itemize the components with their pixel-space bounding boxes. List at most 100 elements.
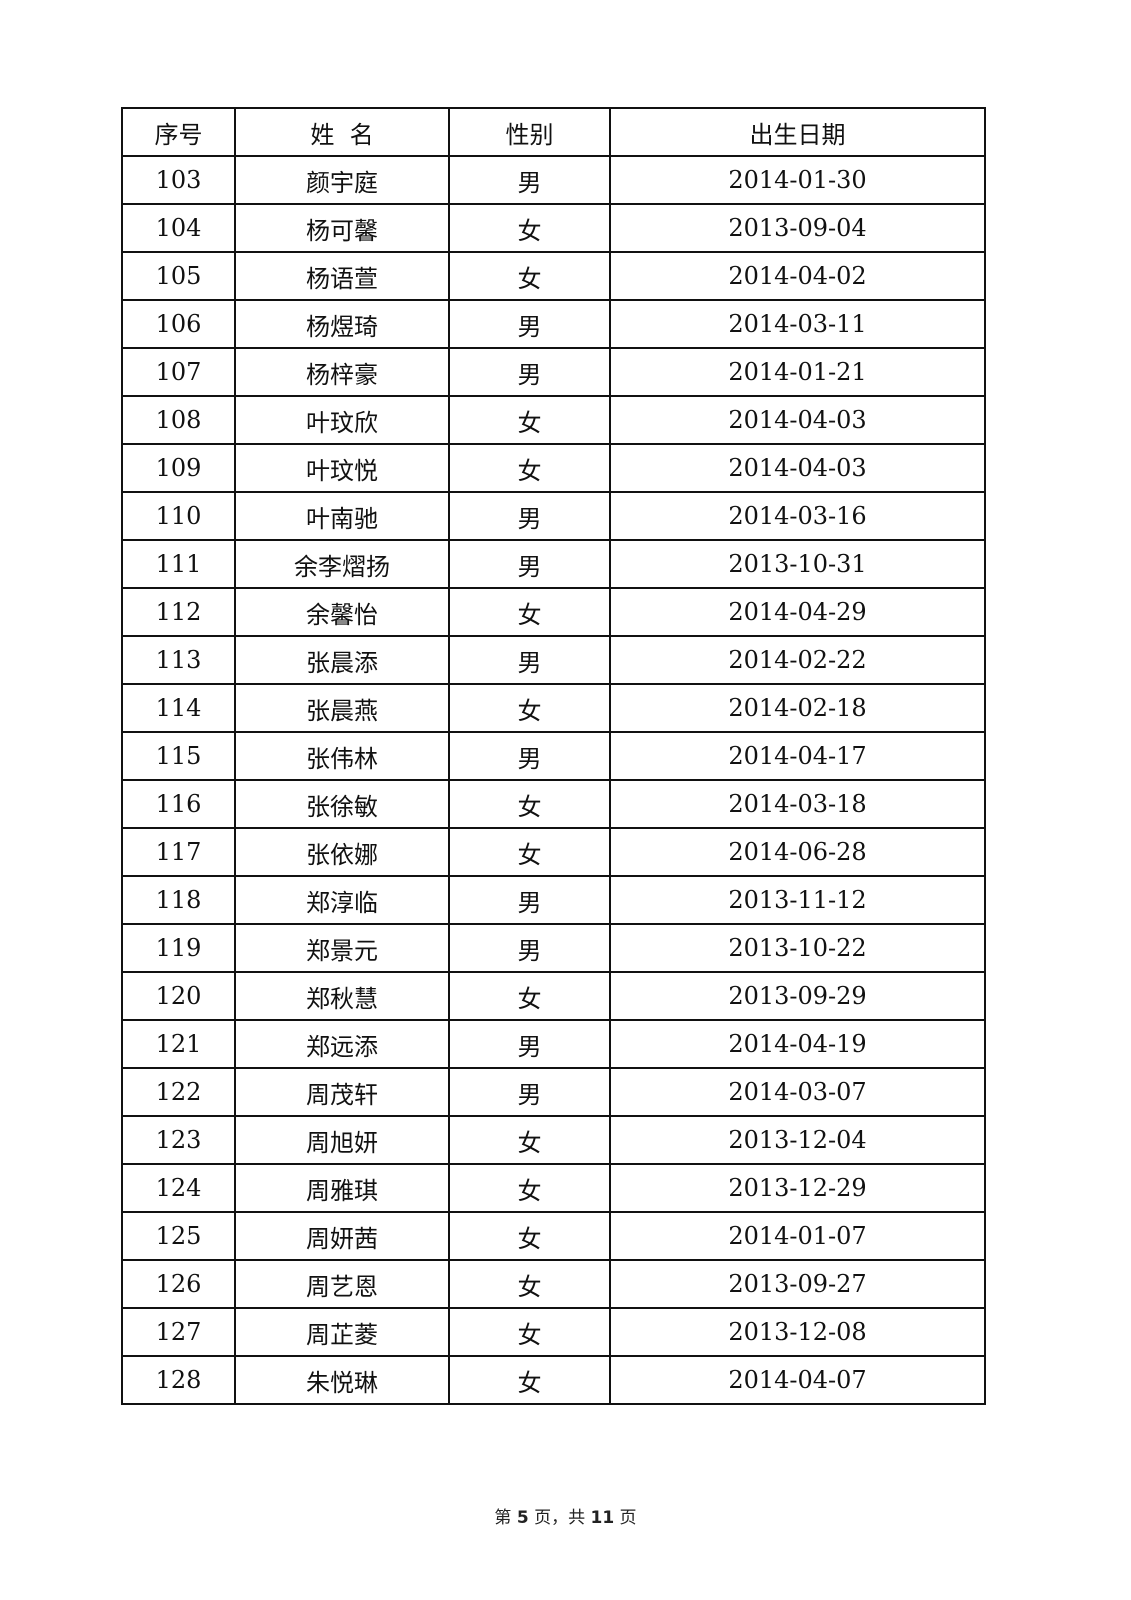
table-row: 127 周芷菱女 2013-12-08 (121, 1307, 986, 1357)
cell-index: 116 (121, 779, 236, 829)
header-name: 姓 名 (234, 107, 450, 157)
table-row: 115 张伟林男 2014-04-17 (121, 731, 986, 781)
cell-index: 117 (121, 827, 236, 877)
cell-gender: 男 (448, 299, 611, 349)
cell-gender: 女 (448, 779, 611, 829)
cell-name: 周艺恩 (234, 1259, 450, 1309)
cell-gender: 女 (448, 1259, 611, 1309)
table-row: 119 郑景元男 2013-10-22 (121, 923, 986, 973)
cell-birthdate: 2013-09-27 (609, 1259, 986, 1309)
cell-name: 张徐敏 (234, 779, 450, 829)
table-row: 103 颜宇庭男 2014-01-30 (121, 155, 986, 205)
cell-index: 108 (121, 395, 236, 445)
cell-gender: 女 (448, 1355, 611, 1405)
cell-index: 128 (121, 1355, 236, 1405)
cell-gender: 女 (448, 1211, 611, 1261)
cell-index: 127 (121, 1307, 236, 1357)
cell-gender: 男 (448, 155, 611, 205)
table-header-row: 序号 姓 名 性别 出生日期 (121, 107, 986, 157)
cell-index: 122 (121, 1067, 236, 1117)
table-row: 112 余馨怡女 2014-04-29 (121, 587, 986, 637)
footer-suffix: 页 (614, 1508, 637, 1528)
cell-birthdate: 2013-12-08 (609, 1307, 986, 1357)
cell-name: 张伟林 (234, 731, 450, 781)
cell-birthdate: 2013-12-29 (609, 1163, 986, 1213)
cell-birthdate: 2014-03-16 (609, 491, 986, 541)
table-row: 109 叶玟悦女 2014-04-03 (121, 443, 986, 493)
cell-index: 107 (121, 347, 236, 397)
table-row: 113 张晨添男 2014-02-22 (121, 635, 986, 685)
table-row: 124 周雅琪女 2013-12-29 (121, 1163, 986, 1213)
table-row: 107 杨梓豪男 2014-01-21 (121, 347, 986, 397)
cell-gender: 男 (448, 347, 611, 397)
cell-index: 111 (121, 539, 236, 589)
cell-birthdate: 2014-02-22 (609, 635, 986, 685)
cell-name: 周雅琪 (234, 1163, 450, 1213)
footer-middle: 页，共 (528, 1508, 591, 1528)
cell-gender: 女 (448, 443, 611, 493)
cell-name: 杨煜琦 (234, 299, 450, 349)
cell-name: 周妍茜 (234, 1211, 450, 1261)
cell-birthdate: 2014-04-07 (609, 1355, 986, 1405)
cell-gender: 女 (448, 395, 611, 445)
cell-birthdate: 2013-11-12 (609, 875, 986, 925)
cell-birthdate: 2014-04-19 (609, 1019, 986, 1069)
cell-name: 周芷菱 (234, 1307, 450, 1357)
cell-birthdate: 2013-10-31 (609, 539, 986, 589)
cell-index: 125 (121, 1211, 236, 1261)
cell-birthdate: 2014-04-02 (609, 251, 986, 301)
cell-gender: 女 (448, 251, 611, 301)
cell-birthdate: 2014-04-03 (609, 395, 986, 445)
cell-name: 杨语萱 (234, 251, 450, 301)
cell-name: 张晨燕 (234, 683, 450, 733)
cell-gender: 女 (448, 1115, 611, 1165)
cell-gender: 男 (448, 875, 611, 925)
cell-index: 126 (121, 1259, 236, 1309)
cell-birthdate: 2014-01-07 (609, 1211, 986, 1261)
table-row: 104 杨可馨女 2013-09-04 (121, 203, 986, 253)
cell-index: 121 (121, 1019, 236, 1069)
cell-birthdate: 2014-03-11 (609, 299, 986, 349)
cell-index: 123 (121, 1115, 236, 1165)
cell-gender: 女 (448, 683, 611, 733)
cell-name: 颜宇庭 (234, 155, 450, 205)
cell-index: 106 (121, 299, 236, 349)
table-row: 111 余李熠扬男 2013-10-31 (121, 539, 986, 589)
cell-birthdate: 2014-03-07 (609, 1067, 986, 1117)
cell-birthdate: 2014-01-21 (609, 347, 986, 397)
cell-index: 124 (121, 1163, 236, 1213)
cell-index: 119 (121, 923, 236, 973)
table-row: 123 周旭妍女 2013-12-04 (121, 1115, 986, 1165)
cell-birthdate: 2013-09-29 (609, 971, 986, 1021)
cell-gender: 男 (448, 1067, 611, 1117)
table-row: 105 杨语萱女 2014-04-02 (121, 251, 986, 301)
cell-index: 105 (121, 251, 236, 301)
cell-birthdate: 2013-10-22 (609, 923, 986, 973)
cell-index: 120 (121, 971, 236, 1021)
cell-gender: 男 (448, 731, 611, 781)
current-page: 5 (516, 1508, 529, 1528)
cell-birthdate: 2014-01-30 (609, 155, 986, 205)
cell-gender: 女 (448, 203, 611, 253)
cell-name: 叶玟悦 (234, 443, 450, 493)
header-birthdate: 出生日期 (609, 107, 986, 157)
table-row: 116 张徐敏女 2014-03-18 (121, 779, 986, 829)
cell-name: 朱悦琳 (234, 1355, 450, 1405)
cell-name: 郑秋慧 (234, 971, 450, 1021)
table-row: 121 郑远添男 2014-04-19 (121, 1019, 986, 1069)
table-row: 118 郑淳临男 2013-11-12 (121, 875, 986, 925)
table-row: 117 张依娜女 2014-06-28 (121, 827, 986, 877)
cell-index: 118 (121, 875, 236, 925)
cell-name: 余李熠扬 (234, 539, 450, 589)
cell-gender: 男 (448, 539, 611, 589)
total-pages: 11 (590, 1508, 615, 1528)
cell-gender: 女 (448, 1307, 611, 1357)
table-row: 108 叶玟欣女 2014-04-03 (121, 395, 986, 445)
cell-birthdate: 2013-09-04 (609, 203, 986, 253)
table-row: 106 杨煜琦男 2014-03-11 (121, 299, 986, 349)
cell-name: 郑景元 (234, 923, 450, 973)
cell-index: 113 (121, 635, 236, 685)
table-row: 125 周妍茜女 2014-01-07 (121, 1211, 986, 1261)
cell-index: 112 (121, 587, 236, 637)
cell-gender: 男 (448, 1019, 611, 1069)
